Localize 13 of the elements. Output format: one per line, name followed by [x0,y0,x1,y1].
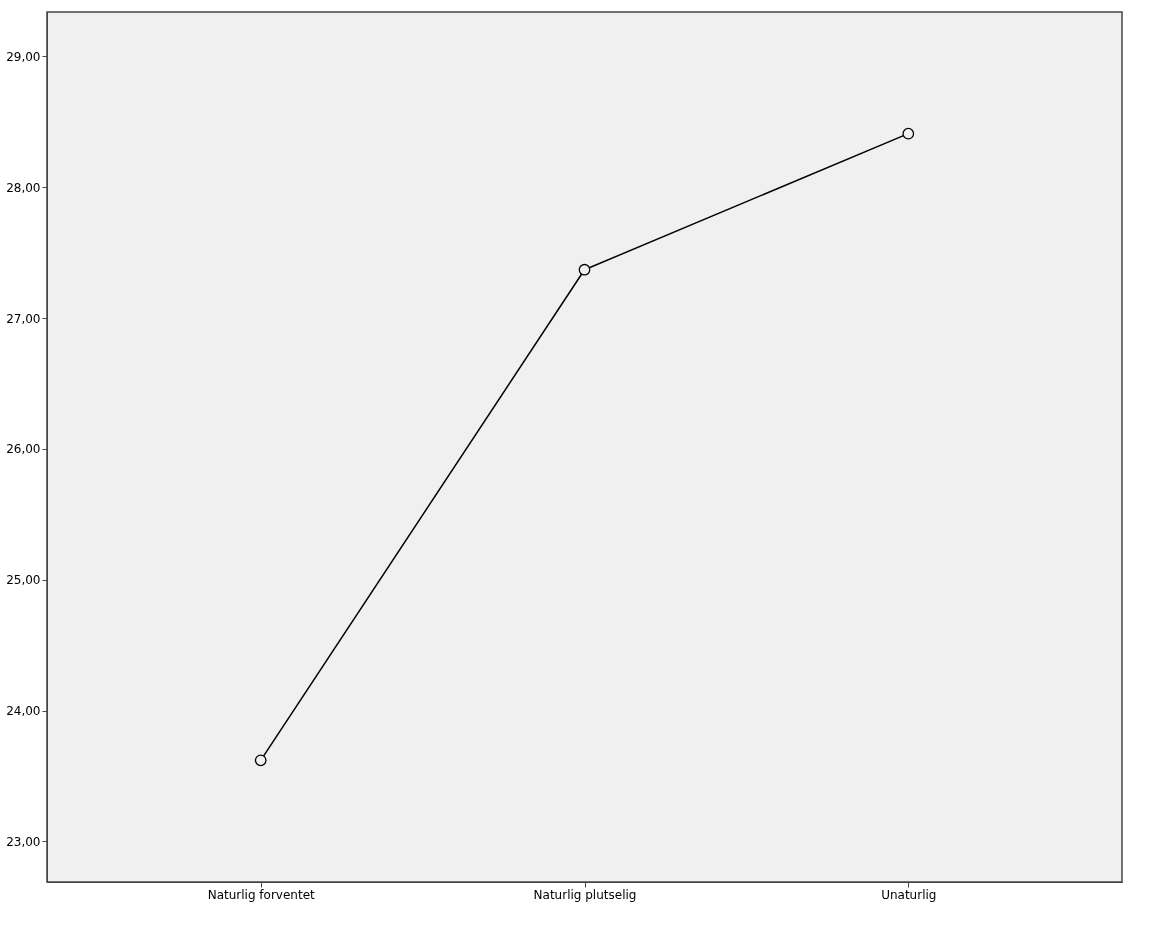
y-tick-label: 23,00 [6,834,41,849]
x-tick-label: Naturlig forventet [207,887,316,902]
y-tick-label: 24,00 [6,704,41,719]
point [902,127,915,140]
x-tick-label: Unaturlig [881,887,937,902]
point [254,754,267,767]
y-tick-label: 27,00 [6,311,41,326]
y-tick-label: 28,00 [6,180,41,195]
y-tick-label: 25,00 [6,573,41,588]
x-tick-label: Naturlig plutselig [533,887,637,902]
point [578,263,591,276]
y-tick-label: 29,00 [6,49,41,64]
y-tick-label: 26,00 [6,442,41,457]
